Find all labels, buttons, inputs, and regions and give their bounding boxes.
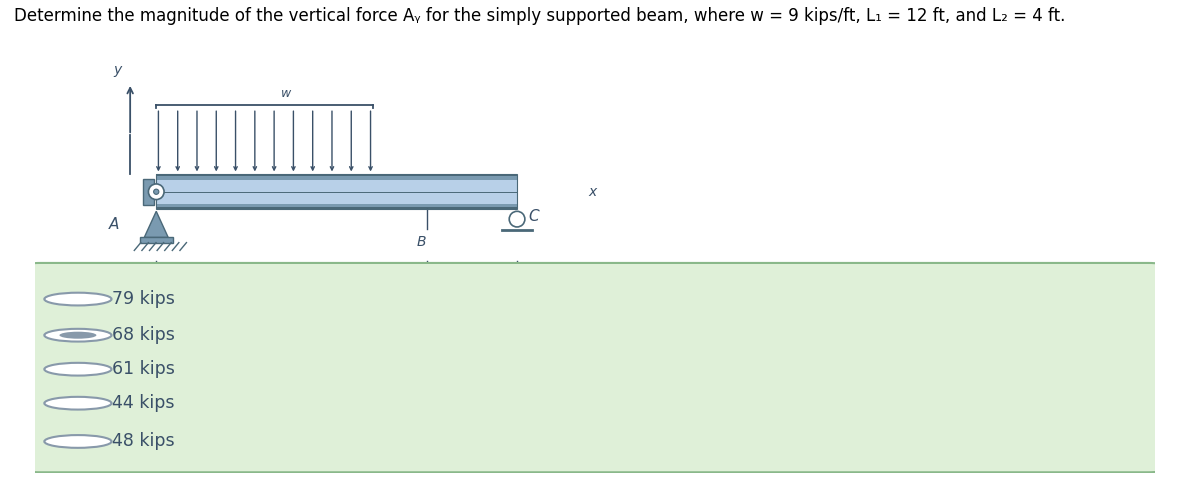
Text: Determine the magnitude of the vertical force Aᵧ for the simply supported beam, : Determine the magnitude of the vertical … [14,7,1066,25]
Circle shape [45,435,112,448]
Text: y: y [113,63,121,77]
Circle shape [45,363,112,376]
Text: w: w [281,86,291,99]
Polygon shape [144,212,169,238]
Bar [157,174,518,209]
Text: 44 kips: 44 kips [112,394,174,412]
Text: C: C [528,210,539,225]
Bar [140,238,172,242]
Circle shape [59,332,97,339]
Bar [157,174,518,176]
Bar [157,174,518,204]
Circle shape [153,189,159,194]
Text: x: x [588,185,597,199]
Bar [157,174,518,180]
Text: L₁: L₁ [285,284,298,298]
Bar [157,207,518,209]
Text: 48 kips: 48 kips [112,432,174,451]
FancyBboxPatch shape [24,263,1165,472]
Circle shape [509,212,525,227]
Text: A: A [108,217,119,232]
Circle shape [149,184,164,199]
Text: L₂: L₂ [466,284,479,298]
Text: B: B [417,235,427,249]
Circle shape [45,293,112,305]
Circle shape [45,329,112,341]
Circle shape [45,397,112,410]
Bar [157,204,518,209]
Text: 79 kips: 79 kips [112,290,174,308]
Bar [143,179,154,205]
Text: 68 kips: 68 kips [112,326,174,344]
Text: 61 kips: 61 kips [112,360,174,378]
